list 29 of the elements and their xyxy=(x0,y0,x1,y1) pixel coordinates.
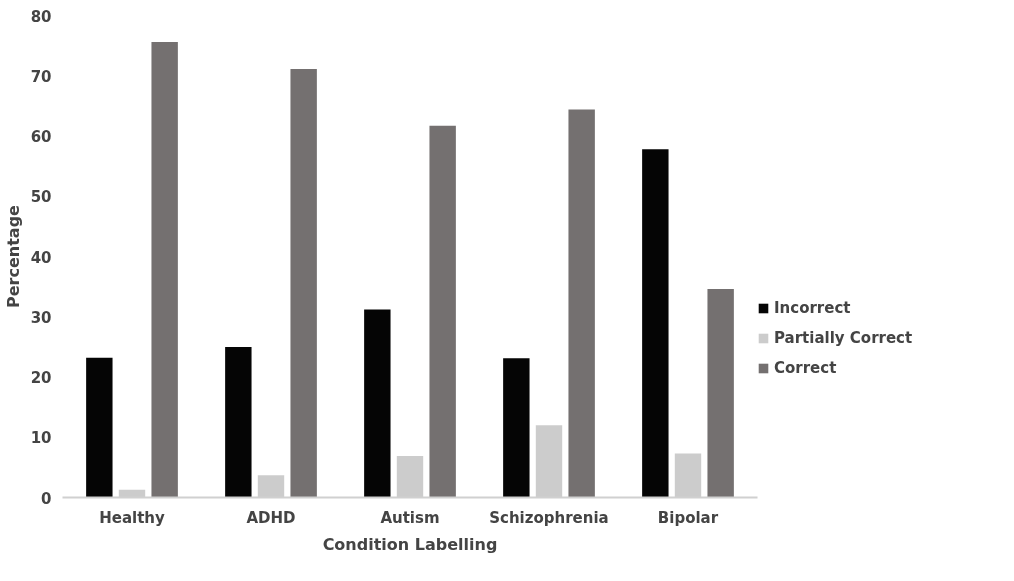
y-tick-label: 60 xyxy=(30,128,52,146)
x-tick-label: ADHD xyxy=(246,508,296,527)
bar xyxy=(707,289,734,498)
x-tick-label: Bipolar xyxy=(657,508,719,527)
bar xyxy=(364,309,391,498)
bar xyxy=(429,125,456,498)
bar xyxy=(503,358,530,498)
y-tick-label: 50 xyxy=(30,188,52,207)
y-tick-label: 40 xyxy=(30,248,52,267)
legend-label: Correct xyxy=(774,359,837,377)
x-axis-title: Condition Labelling xyxy=(322,534,498,554)
bar xyxy=(290,69,317,498)
bar xyxy=(151,42,178,498)
y-tick-label: 20 xyxy=(30,369,52,387)
y-tick-label: 30 xyxy=(30,308,52,327)
x-tick-label: Autism xyxy=(380,508,440,527)
legend-label: Incorrect xyxy=(774,299,851,317)
y-tick-label: 70 xyxy=(30,67,52,86)
legend-label: Partially Correct xyxy=(774,329,913,347)
y-tick-label: 10 xyxy=(30,429,52,448)
x-tick-label: Healthy xyxy=(99,508,166,527)
bar xyxy=(642,149,669,498)
bar xyxy=(225,346,252,498)
y-axis-title: Percentage xyxy=(3,204,23,308)
bar xyxy=(86,357,113,498)
y-tick-label: 0 xyxy=(41,489,52,508)
y-tick-label: 80 xyxy=(30,7,52,26)
x-tick-label: Schizophrenia xyxy=(489,508,609,527)
bar xyxy=(568,109,595,498)
